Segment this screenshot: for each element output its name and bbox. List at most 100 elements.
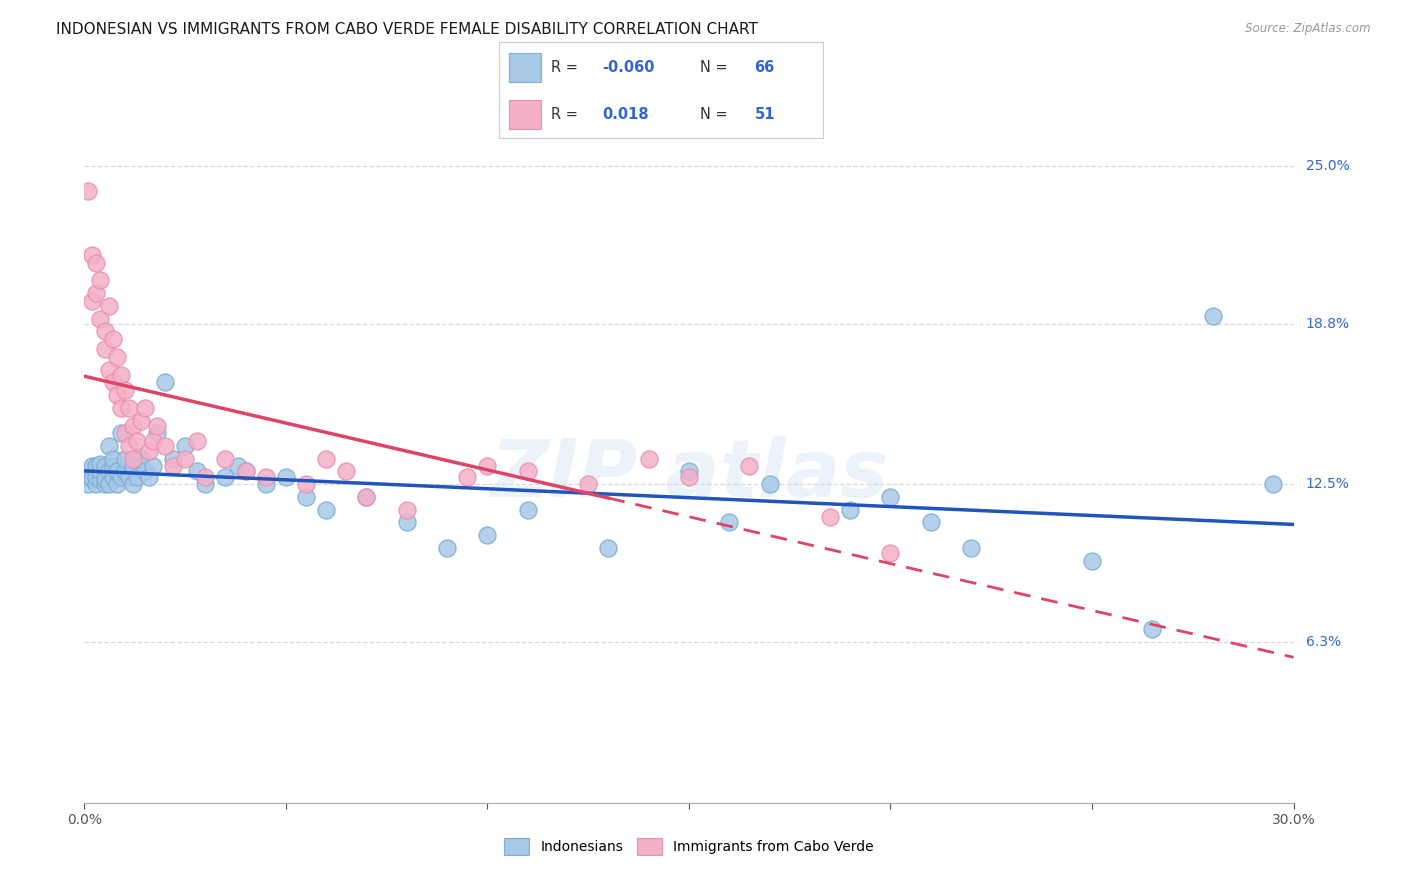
Point [576, 477, 599, 491]
Point [214, 451, 236, 466]
Point [86, 255, 108, 269]
Point [86, 459, 108, 474]
Point [1263, 477, 1285, 491]
Point [93, 459, 115, 474]
Point [82, 472, 104, 486]
Point [839, 502, 862, 516]
Point [235, 465, 257, 479]
Text: -0.060: -0.060 [603, 61, 655, 76]
Point [254, 469, 277, 483]
Point [1142, 623, 1164, 637]
Point [226, 459, 249, 474]
Text: Source: ZipAtlas.com: Source: ZipAtlas.com [1246, 22, 1371, 36]
Point [97, 465, 120, 479]
Text: ZIP atlas: ZIP atlas [489, 435, 889, 514]
Point [516, 502, 538, 516]
Point [114, 465, 136, 479]
Point [82, 248, 104, 262]
Point [97, 477, 120, 491]
Point [138, 469, 160, 483]
Point [86, 477, 108, 491]
Point [105, 465, 128, 479]
Point [129, 413, 152, 427]
Point [142, 434, 165, 448]
Point [121, 477, 143, 491]
Point [214, 469, 236, 483]
Point [879, 490, 901, 504]
Point [97, 439, 120, 453]
Point [101, 459, 124, 474]
Point [89, 311, 111, 326]
Point [89, 273, 111, 287]
Point [93, 472, 115, 486]
Point [114, 426, 136, 441]
Point [110, 469, 132, 483]
Text: INDONESIAN VS IMMIGRANTS FROM CABO VERDE FEMALE DISABILITY CORRELATION CHART: INDONESIAN VS IMMIGRANTS FROM CABO VERDE… [56, 22, 758, 37]
Point [118, 439, 141, 453]
Point [174, 439, 197, 453]
Legend: Indonesians, Immigrants from Cabo Verde: Indonesians, Immigrants from Cabo Verde [499, 832, 879, 860]
Point [77, 184, 100, 198]
Point [86, 465, 108, 479]
Point [97, 299, 120, 313]
Point [125, 469, 148, 483]
Point [335, 465, 357, 479]
Point [315, 502, 337, 516]
Point [516, 465, 538, 479]
Point [1202, 309, 1225, 323]
Point [82, 293, 104, 308]
Point [89, 457, 111, 471]
Point [162, 451, 184, 466]
Point [105, 350, 128, 364]
Point [186, 434, 208, 448]
Point [105, 388, 128, 402]
Point [738, 459, 761, 474]
Point [598, 541, 620, 555]
Point [758, 477, 780, 491]
Text: R =: R = [551, 107, 582, 121]
Point [718, 516, 741, 530]
Point [235, 465, 257, 479]
Point [678, 469, 700, 483]
Point [146, 426, 169, 441]
Text: N =: N = [700, 107, 733, 121]
Point [101, 451, 124, 466]
Point [86, 286, 108, 301]
Point [456, 469, 478, 483]
Text: 25.0%: 25.0% [1306, 159, 1350, 173]
Point [118, 469, 141, 483]
Point [82, 459, 104, 474]
Point [77, 477, 100, 491]
Point [93, 342, 115, 356]
Point [89, 472, 111, 486]
Point [186, 465, 208, 479]
Point [89, 465, 111, 479]
Point [356, 490, 378, 504]
Point [101, 332, 124, 346]
Point [879, 546, 901, 560]
Text: 51: 51 [755, 107, 775, 121]
Point [77, 465, 100, 479]
Point [93, 469, 115, 483]
Point [254, 477, 277, 491]
Text: 18.8%: 18.8% [1306, 317, 1350, 331]
Point [153, 439, 176, 453]
Point [295, 477, 318, 491]
Point [114, 383, 136, 397]
Point [121, 459, 143, 474]
Point [125, 434, 148, 448]
Point [110, 426, 132, 441]
FancyBboxPatch shape [509, 54, 541, 82]
Point [105, 477, 128, 491]
Point [920, 516, 942, 530]
Text: 66: 66 [755, 61, 775, 76]
Point [477, 459, 499, 474]
Point [142, 459, 165, 474]
Point [121, 451, 143, 466]
Point [162, 459, 184, 474]
Point [477, 528, 499, 542]
Text: 12.5%: 12.5% [1306, 477, 1350, 491]
Point [138, 444, 160, 458]
Point [153, 376, 176, 390]
Point [97, 362, 120, 376]
